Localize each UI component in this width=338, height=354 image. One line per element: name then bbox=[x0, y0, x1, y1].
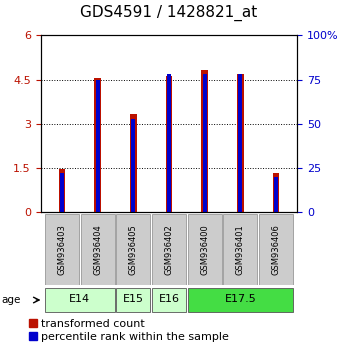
Bar bbox=[274, 177, 278, 212]
Text: GSM936406: GSM936406 bbox=[271, 224, 281, 275]
Text: E14: E14 bbox=[69, 295, 90, 304]
FancyBboxPatch shape bbox=[152, 214, 186, 285]
Bar bbox=[237, 74, 244, 212]
Text: E17.5: E17.5 bbox=[224, 295, 256, 304]
Bar bbox=[59, 169, 65, 212]
Bar bbox=[60, 173, 64, 212]
Text: GDS4591 / 1428821_at: GDS4591 / 1428821_at bbox=[80, 5, 258, 21]
Bar bbox=[201, 70, 208, 212]
FancyBboxPatch shape bbox=[259, 214, 293, 285]
Bar bbox=[94, 78, 101, 212]
Bar bbox=[273, 173, 279, 212]
FancyBboxPatch shape bbox=[152, 288, 186, 312]
Text: age: age bbox=[2, 295, 21, 305]
Bar bbox=[96, 80, 100, 212]
Bar bbox=[130, 114, 137, 212]
Text: GSM936405: GSM936405 bbox=[129, 224, 138, 275]
FancyBboxPatch shape bbox=[116, 214, 150, 285]
FancyBboxPatch shape bbox=[223, 214, 258, 285]
Text: GSM936401: GSM936401 bbox=[236, 224, 245, 275]
Bar bbox=[167, 74, 171, 212]
Bar bbox=[238, 74, 242, 212]
Bar bbox=[202, 74, 207, 212]
FancyBboxPatch shape bbox=[116, 288, 150, 312]
Bar bbox=[131, 119, 136, 212]
Text: E15: E15 bbox=[123, 295, 144, 304]
Bar bbox=[166, 76, 172, 212]
Text: GSM936404: GSM936404 bbox=[93, 224, 102, 275]
Text: E16: E16 bbox=[159, 295, 179, 304]
FancyBboxPatch shape bbox=[188, 214, 222, 285]
FancyBboxPatch shape bbox=[45, 214, 79, 285]
FancyBboxPatch shape bbox=[80, 214, 115, 285]
FancyBboxPatch shape bbox=[188, 288, 293, 312]
Legend: transformed count, percentile rank within the sample: transformed count, percentile rank withi… bbox=[29, 319, 229, 342]
Text: GSM936403: GSM936403 bbox=[57, 224, 67, 275]
Text: GSM936402: GSM936402 bbox=[165, 224, 173, 275]
FancyBboxPatch shape bbox=[45, 288, 115, 312]
Text: GSM936400: GSM936400 bbox=[200, 224, 209, 275]
